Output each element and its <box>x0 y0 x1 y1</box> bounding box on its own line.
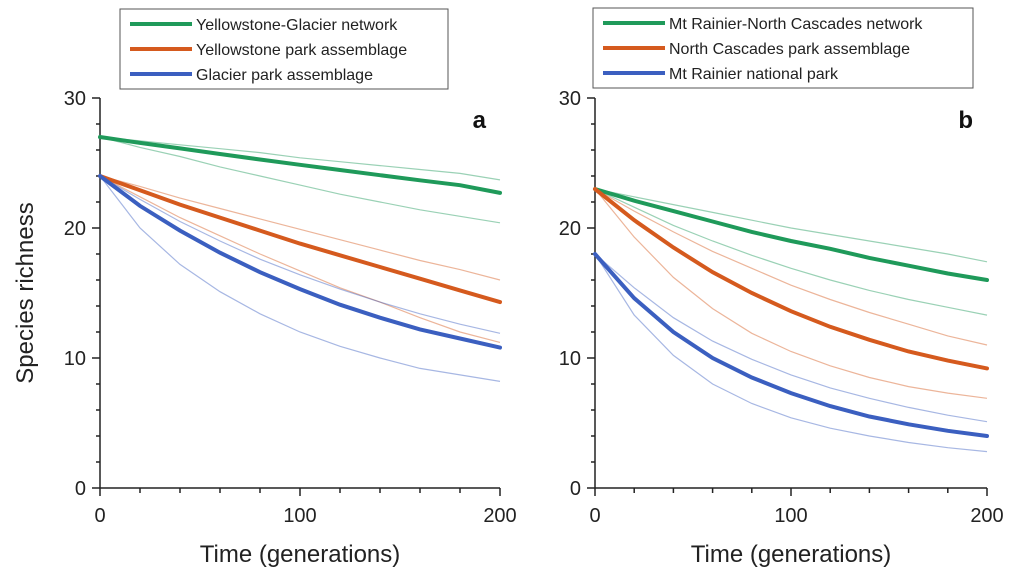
series-1-line <box>593 187 989 371</box>
y-tick-label: 0 <box>75 478 86 500</box>
y-tick-label: 0 <box>570 478 581 500</box>
series-1-lower-bound <box>99 175 501 343</box>
legend-label-0: Yellowstone-Glacier network <box>196 17 398 34</box>
series-0-lower-bound <box>594 188 988 316</box>
y-tick-label: 30 <box>559 88 581 110</box>
legend-label-2: Glacier park assemblage <box>196 67 373 84</box>
series-0-line <box>98 135 502 195</box>
series-1-line <box>98 174 502 305</box>
series-1-upper-bound <box>99 175 501 281</box>
y-tick-label: 30 <box>64 88 86 110</box>
legend-label-2: Mt Rainier national park <box>669 66 839 83</box>
series-1-lower-bound <box>594 188 988 399</box>
series-2-lower-bound <box>594 253 988 453</box>
x-tick-label: 200 <box>970 505 1003 527</box>
chart-panel-a: 0 10 20 30 0 100 200 Time (generations) Species … <box>12 8 517 568</box>
series-2-upper-bound <box>99 175 501 334</box>
series-2-upper-bound <box>594 253 988 423</box>
series-0-lower-bound <box>99 136 501 224</box>
chart-panel-b: 0 10 20 30 0 100 200 Time (generations) b Mt Rain… <box>559 7 1004 568</box>
x-tick-label: 0 <box>94 505 105 527</box>
series-2-lower-bound <box>99 175 501 382</box>
y-tick-label: 20 <box>64 218 86 240</box>
legend-label-1: Yellowstone park assemblage <box>196 42 407 59</box>
series-0-line <box>593 187 989 282</box>
series-0-upper-bound <box>594 188 988 263</box>
y-tick-label: 20 <box>559 218 581 240</box>
series-0-upper-bound <box>99 136 501 181</box>
x-tick-label: 100 <box>774 505 807 527</box>
x-tick-label: 100 <box>283 505 316 527</box>
series-1-upper-bound <box>594 188 988 346</box>
series-2-line <box>593 252 989 438</box>
legend-label-0: Mt Rainier-North Cascades network <box>669 16 923 33</box>
x-tick-label: 0 <box>589 505 600 527</box>
x-axis-title: Time (generations) <box>691 541 892 568</box>
panel-letter: a <box>473 107 487 134</box>
panel-letter: b <box>958 107 973 134</box>
series-2-line <box>98 174 502 350</box>
x-tick-label: 200 <box>483 505 516 527</box>
y-tick-label: 10 <box>559 348 581 370</box>
y-tick-label: 10 <box>64 348 86 370</box>
legend-label-1: North Cascades park assemblage <box>669 41 910 58</box>
y-axis-title: Species richness <box>12 202 39 383</box>
x-axis-title: Time (generations) <box>200 541 401 568</box>
